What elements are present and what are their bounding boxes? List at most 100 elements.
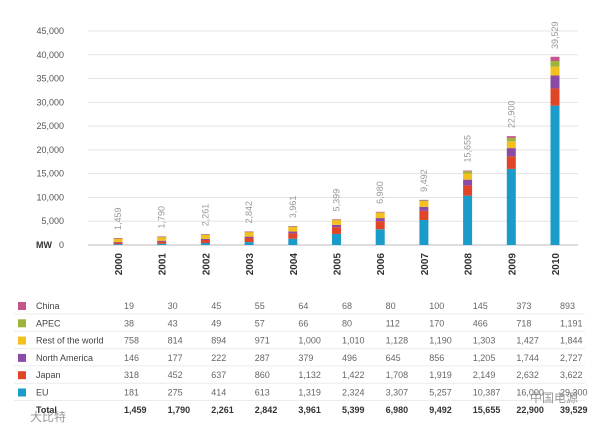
bar-segment-north-america: [550, 75, 560, 89]
table-cell: 177: [168, 353, 183, 363]
legend-swatch: [18, 388, 26, 397]
table-total-cell: 2,842: [255, 405, 278, 415]
table-total-cell: 6,980: [386, 405, 409, 415]
bar-segment-apec: [463, 171, 473, 174]
table-cell: 452: [168, 370, 183, 380]
x-tick-label: 2006: [376, 253, 387, 276]
table-cell: 1,422: [342, 370, 365, 380]
table-cell: 68: [342, 301, 352, 311]
y-axis: 0 5,000 10,000 15,000 20,000 25,000 30,000 35,0…: [36, 26, 64, 250]
table-cell: 1,744: [516, 353, 539, 363]
bar-segment-japan: [113, 242, 123, 245]
table-cell: 57: [255, 318, 265, 328]
table-cell: 222: [211, 353, 226, 363]
bar-segment-eu: [375, 229, 385, 245]
x-axis: 2000 2001 2002 2003 2004 2005 2006 2007 2008 2009…: [114, 253, 562, 276]
legend-label: APEC: [36, 318, 61, 328]
x-tick-label: 2010: [551, 253, 562, 276]
table-cell: 43: [168, 318, 178, 328]
bar-segment-eu: [244, 242, 254, 245]
table-cell: 379: [298, 353, 313, 363]
watermark-right: 中国电源: [530, 390, 578, 405]
table-cell: 758: [124, 336, 139, 346]
table-cell: 19: [124, 301, 134, 311]
table-cell: 64: [298, 301, 308, 311]
table-cell: 66: [298, 318, 308, 328]
bar-segment-china: [288, 226, 298, 227]
table-cell: 1,128: [386, 336, 409, 346]
legend-label: EU: [36, 388, 49, 398]
table-cell: 1,319: [298, 388, 321, 398]
table-cell: 38: [124, 318, 134, 328]
bar-segment-rest-of-the-world: [375, 212, 385, 219]
table-cell: 894: [211, 336, 226, 346]
x-tick-label: 2000: [114, 253, 125, 276]
legend-swatch: [18, 319, 26, 328]
total-label: 6,980: [375, 181, 385, 204]
bar-segment-japan: [550, 88, 560, 106]
bar-segment-china: [550, 56, 560, 62]
y-tick-label: 45,000: [36, 26, 64, 36]
bar-segment-rest-of-the-world: [463, 173, 473, 180]
bar-segment-china: [463, 170, 473, 172]
legend-swatch: [18, 336, 26, 345]
bar-segment-japan: [506, 156, 516, 169]
bar-segment-japan: [332, 227, 341, 234]
table-cell: 275: [168, 388, 183, 398]
table-cell: 80: [386, 301, 396, 311]
bar-segment-eu: [332, 233, 341, 245]
table-cell: 10,387: [473, 388, 501, 398]
bar-segment-north-america: [375, 218, 385, 222]
table-cell: 100: [429, 301, 444, 311]
total-labels: 1,459 1,790 2,261 2,842 3,961 5,399 6,980 9,492…: [113, 21, 560, 230]
bar-segment-japan: [288, 233, 298, 239]
table-cell: 856: [429, 353, 444, 363]
bar-segment-rest-of-the-world: [419, 201, 429, 207]
table-cell: 971: [255, 336, 270, 346]
table-cell: 45: [211, 301, 221, 311]
legend-label: North America: [36, 353, 93, 363]
bar-segment-north-america: [332, 224, 341, 228]
x-tick-label: 2005: [333, 253, 344, 276]
bar-segment-rest-of-the-world: [288, 226, 298, 232]
bar-segment-eu: [506, 168, 516, 245]
table-cell: 496: [342, 353, 357, 363]
total-label: 22,900: [506, 101, 516, 129]
table-total-cell: 22,900: [516, 405, 544, 415]
bar-segment-japan: [244, 237, 254, 243]
table-cell: 1,000: [298, 336, 321, 346]
bar-segment-rest-of-the-world: [244, 232, 254, 237]
bar-segment-north-america: [463, 179, 473, 186]
table-cell: 170: [429, 318, 444, 328]
y-tick-label: 0: [59, 240, 64, 250]
bar-segment-japan: [419, 210, 429, 221]
table-cell: 645: [386, 353, 401, 363]
bar-segment-china: [375, 211, 385, 213]
bar-segment-rest-of-the-world: [506, 141, 516, 149]
table-cell: 373: [516, 301, 531, 311]
table-cell: 1,132: [298, 370, 321, 380]
bar-segment-north-america: [113, 241, 123, 243]
legend-label: China: [36, 301, 60, 311]
bar-segment-japan: [157, 241, 167, 244]
table-cell: 1,303: [473, 336, 496, 346]
bar-segment-china: [332, 219, 341, 220]
x-tick-label: 2008: [464, 253, 475, 276]
table-cell: 1,844: [560, 336, 583, 346]
x-tick-label: 2001: [158, 253, 169, 276]
table-cell: 112: [386, 318, 400, 328]
y-tick-label: 20,000: [36, 145, 64, 155]
bar-segment-apec: [419, 200, 429, 202]
watermark-left: 大比特: [30, 409, 66, 424]
y-tick-label: 15,000: [36, 169, 64, 179]
total-label: 3,961: [288, 196, 298, 219]
bar-segment-apec: [550, 61, 560, 67]
total-row-label: Total: [36, 405, 57, 415]
bar-segment-eu: [419, 220, 429, 245]
bar-segment-eu: [157, 243, 167, 245]
y-tick-label: 25,000: [36, 121, 64, 131]
bar-segment-rest-of-the-world: [550, 66, 560, 76]
table-cell: 1,708: [386, 370, 409, 380]
bar-segment-japan: [375, 221, 385, 230]
total-label: 1,459: [113, 208, 123, 231]
